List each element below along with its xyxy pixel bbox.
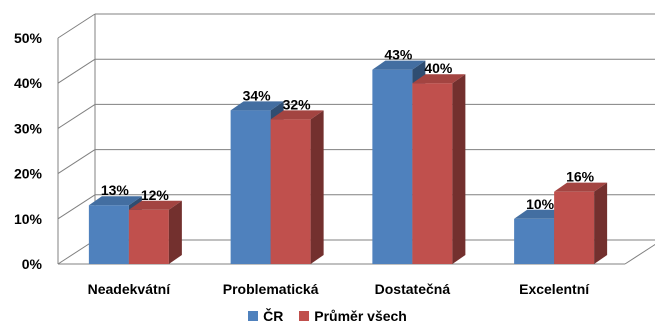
bar-top	[372, 60, 426, 70]
y-tick-label: 0%	[22, 256, 43, 272]
legend-label-cr: ČR	[263, 308, 284, 324]
bar-top	[230, 101, 284, 111]
y-tick-label: 40%	[14, 75, 43, 91]
data-label: 40%	[424, 60, 453, 76]
bar-front	[88, 205, 129, 264]
legend-swatch-prumer	[299, 311, 310, 321]
bar-front	[514, 218, 555, 264]
bar-top	[514, 209, 568, 219]
data-label: 16%	[566, 169, 595, 185]
bar-side	[452, 74, 466, 264]
x-tick-label: Problematická	[223, 281, 319, 297]
data-label: 43%	[384, 47, 413, 63]
bar-top	[412, 74, 466, 84]
bar-front	[554, 191, 595, 264]
y-tick-label: 50%	[14, 30, 43, 46]
data-label: 12%	[141, 187, 170, 203]
data-label: 32%	[283, 96, 312, 112]
x-axis-ticks: Neadekvátní Problematická Dostatečná Excele…	[88, 281, 591, 297]
data-label: 34%	[243, 87, 272, 103]
bar-prumer-1	[270, 110, 324, 264]
data-labels: 13% 12% 34% 32% 43% 40% 10% 16%	[101, 47, 595, 212]
gridline-diagonal-0	[57, 239, 96, 265]
bar-side	[168, 200, 182, 264]
gridline-diagonal-4	[57, 58, 96, 84]
bar-front	[270, 119, 311, 264]
gridline-diagonal-3	[57, 103, 96, 129]
bar-top	[88, 196, 142, 206]
data-label: 13%	[101, 182, 130, 198]
legend-label-prumer: Průměr všech	[314, 308, 407, 324]
y-tick-label: 30%	[14, 120, 43, 136]
bar-cr-3	[514, 209, 568, 264]
bar-prumer-2	[412, 74, 466, 264]
legend-swatch-cr	[248, 311, 259, 321]
bar-side	[310, 110, 324, 264]
legend-item-cr: ČR	[248, 308, 283, 324]
legend-item-prumer: Průměr všech	[299, 308, 407, 324]
bar-front	[230, 110, 271, 264]
chart-legend: ČR Průměr všech	[0, 308, 655, 324]
bar-prumer-3	[554, 182, 608, 264]
x-tick-label: Neadekvátní	[88, 281, 172, 297]
floor-right-edge	[624, 243, 655, 265]
y-tick-label: 10%	[14, 211, 43, 227]
gridline-diagonal-2	[57, 149, 96, 175]
bar-front	[412, 83, 453, 264]
y-axis-ticks: 0% 10% 20% 30% 40% 50%	[14, 30, 43, 272]
gridline-diagonal-1	[57, 194, 96, 220]
bar-prumer-0	[128, 200, 182, 264]
bar-top	[270, 110, 324, 120]
y-tick-label: 20%	[14, 166, 43, 182]
bar-top	[128, 200, 182, 210]
chart-bars	[88, 60, 608, 264]
x-tick-label: Dostatečná	[375, 281, 451, 297]
bar-top	[554, 182, 608, 192]
bar-front	[128, 209, 169, 264]
x-tick-label: Excelentní	[519, 281, 590, 297]
bar-side	[594, 182, 608, 264]
data-label: 10%	[526, 196, 555, 212]
gridline-diagonal-5	[57, 13, 96, 39]
bar-front	[372, 69, 413, 264]
